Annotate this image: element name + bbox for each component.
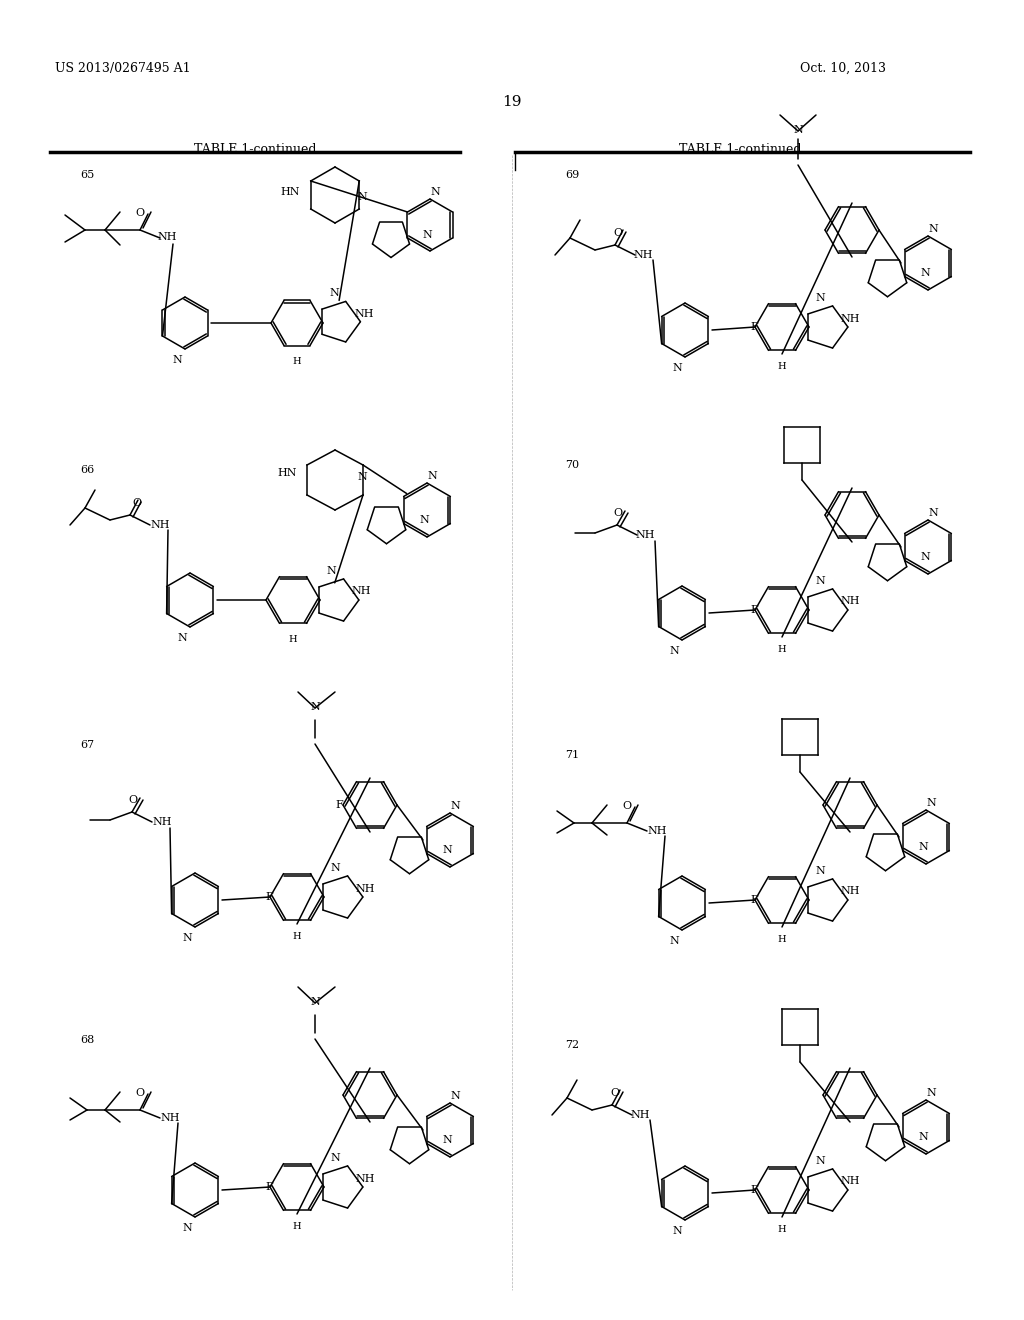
Text: 72: 72 xyxy=(565,1040,580,1049)
Text: NH: NH xyxy=(152,817,171,828)
Text: N: N xyxy=(926,799,936,808)
Text: TABLE 1-continued: TABLE 1-continued xyxy=(194,143,316,156)
Text: 66: 66 xyxy=(80,465,94,475)
Text: HN: HN xyxy=(280,187,299,197)
Text: N: N xyxy=(920,552,930,562)
Text: N: N xyxy=(330,288,339,298)
Text: N: N xyxy=(816,576,825,586)
Text: N: N xyxy=(816,1156,825,1166)
Text: N: N xyxy=(422,230,432,240)
Text: N: N xyxy=(918,842,928,851)
Text: N: N xyxy=(357,191,367,202)
Text: F: F xyxy=(750,605,758,615)
Text: HN: HN xyxy=(278,469,297,478)
Text: F: F xyxy=(750,322,758,333)
Text: H: H xyxy=(293,1222,301,1232)
Text: H: H xyxy=(293,356,301,366)
Text: N: N xyxy=(672,363,682,374)
Text: F: F xyxy=(750,895,758,906)
Text: N: N xyxy=(672,1226,682,1236)
Text: NH: NH xyxy=(633,249,652,260)
Text: NH: NH xyxy=(647,826,667,836)
Text: NH: NH xyxy=(150,520,170,531)
Text: 65: 65 xyxy=(80,170,94,180)
Text: N: N xyxy=(177,634,186,643)
Text: O: O xyxy=(610,1088,620,1098)
Text: N: N xyxy=(427,471,437,480)
Text: NH: NH xyxy=(160,1113,179,1123)
Text: N: N xyxy=(182,933,191,942)
Text: 71: 71 xyxy=(565,750,580,760)
Text: N: N xyxy=(419,515,429,525)
Text: NH: NH xyxy=(841,314,860,323)
Text: H: H xyxy=(289,635,297,644)
Text: N: N xyxy=(918,1133,928,1142)
Text: N: N xyxy=(816,866,825,876)
Text: 19: 19 xyxy=(502,95,522,110)
Text: NH: NH xyxy=(841,597,860,606)
Text: NH: NH xyxy=(354,309,374,318)
Text: N: N xyxy=(442,845,452,855)
Text: N: N xyxy=(451,801,460,810)
Text: Oct. 10, 2013: Oct. 10, 2013 xyxy=(800,62,886,75)
Text: N: N xyxy=(669,645,679,656)
Text: 67: 67 xyxy=(80,741,94,750)
Text: 69: 69 xyxy=(565,170,580,180)
Text: O: O xyxy=(132,498,141,508)
Text: 70: 70 xyxy=(565,459,580,470)
Text: N: N xyxy=(928,508,938,517)
Text: H: H xyxy=(777,362,786,371)
Text: NH: NH xyxy=(841,887,860,896)
Text: N: N xyxy=(310,702,319,711)
Text: N: N xyxy=(926,1088,936,1098)
Text: N: N xyxy=(172,355,182,366)
Text: O: O xyxy=(135,1088,144,1098)
Text: NH: NH xyxy=(630,1110,649,1119)
Text: NH: NH xyxy=(157,232,176,242)
Text: NH: NH xyxy=(355,1173,375,1184)
Text: H: H xyxy=(777,935,786,944)
Text: NH: NH xyxy=(351,586,372,597)
Text: NH: NH xyxy=(841,1176,860,1187)
Text: N: N xyxy=(928,224,938,234)
Text: F: F xyxy=(265,892,272,902)
Text: F: F xyxy=(750,1185,758,1195)
Text: 68: 68 xyxy=(80,1035,94,1045)
Text: O: O xyxy=(613,228,623,238)
Text: N: N xyxy=(794,125,803,135)
Text: N: N xyxy=(331,1152,341,1163)
Text: N: N xyxy=(357,473,367,482)
Text: N: N xyxy=(430,187,440,197)
Text: US 2013/0267495 A1: US 2013/0267495 A1 xyxy=(55,62,190,75)
Text: N: N xyxy=(451,1092,460,1101)
Text: NH: NH xyxy=(355,883,375,894)
Text: N: N xyxy=(920,268,930,279)
Text: H: H xyxy=(777,645,786,653)
Text: N: N xyxy=(310,997,319,1007)
Text: N: N xyxy=(182,1224,191,1233)
Text: N: N xyxy=(669,936,679,946)
Text: H: H xyxy=(293,932,301,941)
Text: F: F xyxy=(265,1181,272,1192)
Text: O: O xyxy=(135,209,144,218)
Text: F: F xyxy=(335,800,343,810)
Text: O: O xyxy=(622,801,631,810)
Text: N: N xyxy=(331,863,341,873)
Text: N: N xyxy=(816,293,825,302)
Text: O: O xyxy=(128,795,137,805)
Text: N: N xyxy=(442,1135,452,1144)
Text: O: O xyxy=(613,508,623,517)
Text: NH: NH xyxy=(635,531,654,540)
Text: N: N xyxy=(327,566,337,576)
Text: TABLE 1-continued: TABLE 1-continued xyxy=(679,143,801,156)
Text: H: H xyxy=(777,1225,786,1234)
